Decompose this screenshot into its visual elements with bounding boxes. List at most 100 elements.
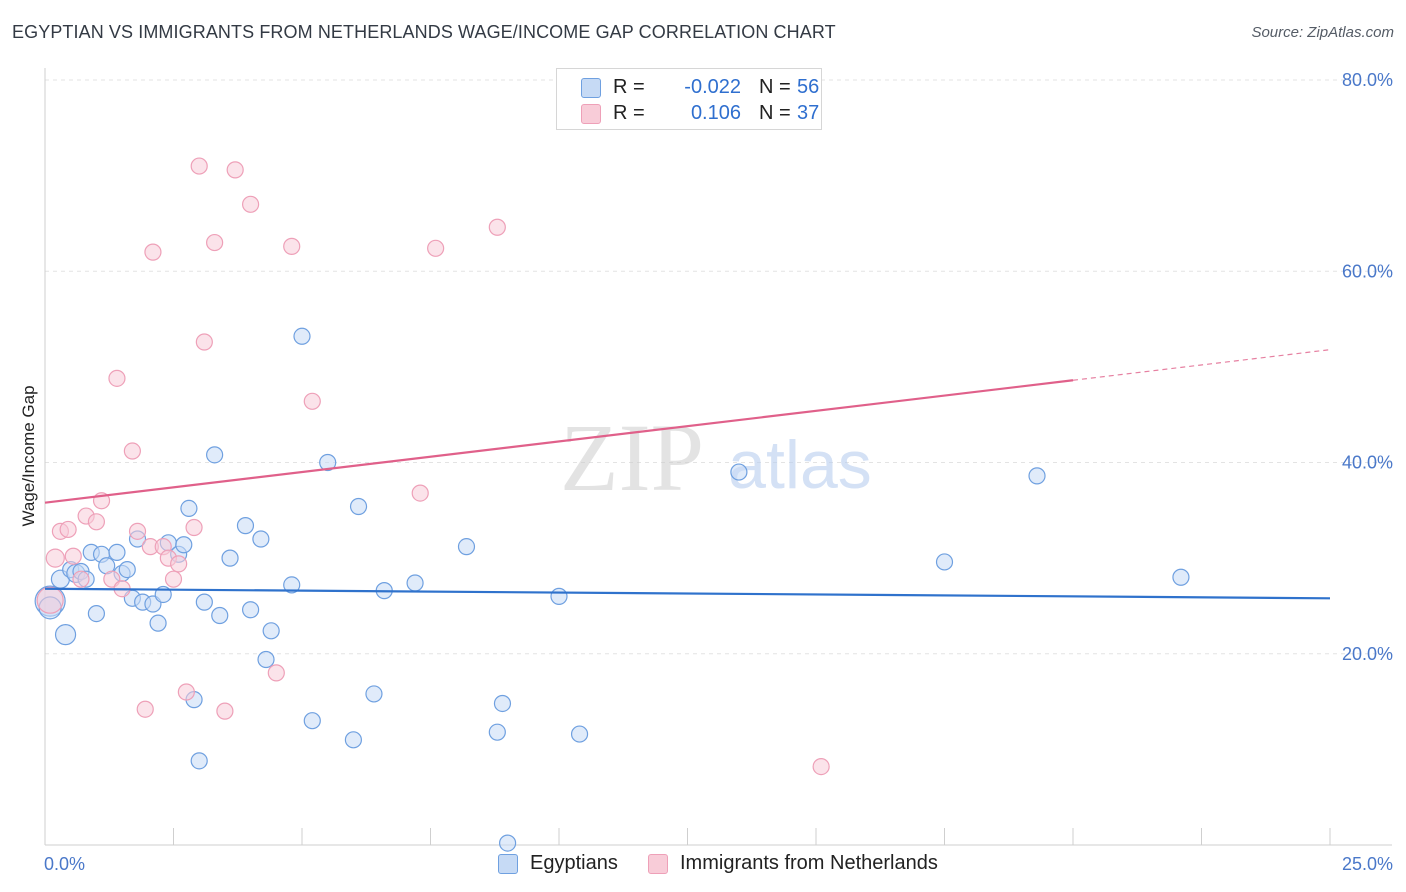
tick-labels: 20.0% 40.0% 60.0% 80.0% 0.0% 25.0% xyxy=(44,70,1393,874)
data-point xyxy=(128,522,147,540)
legend-swatch-egyptians xyxy=(581,78,601,98)
watermark-atlas: atlas xyxy=(728,427,872,503)
x-tick-label: 25.0% xyxy=(1342,854,1393,874)
data-point xyxy=(59,520,77,539)
y-tick-label: 80.0% xyxy=(1342,70,1393,90)
data-point xyxy=(175,536,193,554)
data-point xyxy=(406,574,424,592)
data-point xyxy=(349,497,368,516)
data-point xyxy=(935,553,954,571)
data-point xyxy=(36,586,64,614)
data-point xyxy=(108,543,126,561)
data-point xyxy=(185,518,203,537)
bottom-legend-swatch xyxy=(648,854,668,874)
trend-lines xyxy=(44,349,1331,600)
data-point xyxy=(54,624,77,646)
data-point xyxy=(365,685,383,703)
data-point xyxy=(257,650,275,669)
series-egyptians xyxy=(34,327,1190,852)
data-point xyxy=(812,757,830,776)
data-point xyxy=(144,243,162,261)
data-point xyxy=(242,195,260,213)
data-point xyxy=(195,333,213,351)
legend-n-label: N = xyxy=(759,76,791,98)
bottom-legend-label: Egyptians xyxy=(530,852,618,874)
bottom-legend-swatch xyxy=(498,854,518,874)
watermark-zip: ZIP xyxy=(560,404,704,511)
axes xyxy=(44,68,1392,846)
data-point xyxy=(293,327,311,345)
data-point xyxy=(457,538,476,556)
data-point xyxy=(344,731,362,749)
legend-r-label: R = xyxy=(613,76,645,98)
data-point xyxy=(87,513,106,531)
data-point xyxy=(493,694,512,713)
data-point xyxy=(195,593,213,611)
data-point xyxy=(1172,568,1190,586)
chart-title: EGYPTIAN VS IMMIGRANTS FROM NETHERLANDS … xyxy=(12,22,836,42)
bottom-legend-label: Immigrants from Netherlands xyxy=(680,852,938,874)
data-point xyxy=(118,560,136,579)
data-point xyxy=(123,442,141,460)
data-point xyxy=(45,548,65,568)
data-point xyxy=(190,752,208,770)
trend-line xyxy=(44,379,1074,504)
data-point xyxy=(149,614,167,632)
data-point xyxy=(136,700,154,718)
data-point xyxy=(108,369,126,387)
data-point xyxy=(303,712,321,730)
data-point xyxy=(303,392,321,410)
data-point xyxy=(177,683,195,701)
data-point xyxy=(411,484,429,502)
data-points xyxy=(34,157,1190,852)
data-point xyxy=(319,453,337,472)
data-point xyxy=(730,463,748,481)
data-point xyxy=(221,549,239,567)
legend-n-value: 56 xyxy=(797,76,820,98)
x-tick-label: 0.0% xyxy=(44,854,85,874)
data-point xyxy=(72,570,90,588)
data-point xyxy=(216,702,234,720)
data-point xyxy=(283,237,301,255)
data-point xyxy=(206,233,224,252)
data-point xyxy=(190,157,208,175)
data-point xyxy=(64,547,82,565)
stats-legend: R = -0.022 N = 56 R = 0.106 N = 37 xyxy=(556,68,822,130)
y-tick-label: 60.0% xyxy=(1342,261,1393,281)
data-point xyxy=(206,446,224,464)
data-point xyxy=(87,604,106,623)
watermark: ZIP atlas xyxy=(560,404,872,511)
y-tick-label: 20.0% xyxy=(1342,644,1393,664)
data-point xyxy=(262,622,280,640)
data-point xyxy=(226,161,244,179)
trend-line xyxy=(44,587,1331,600)
data-point xyxy=(488,723,506,741)
data-point xyxy=(180,499,198,517)
data-point xyxy=(252,530,270,548)
data-point xyxy=(550,587,568,605)
trend-line-extension xyxy=(1072,349,1331,381)
legend-n-value: 37 xyxy=(797,102,820,124)
data-point xyxy=(242,601,260,619)
data-point xyxy=(427,239,445,257)
legend-r-value: -0.022 xyxy=(684,76,741,98)
y-tick-label: 40.0% xyxy=(1342,453,1393,473)
data-point xyxy=(1028,467,1046,485)
data-point xyxy=(211,606,229,625)
legend-swatch-netherlands xyxy=(581,104,601,124)
data-point xyxy=(236,517,255,535)
data-point xyxy=(283,576,301,594)
source-label: Source: ZipAtlas.com xyxy=(1251,24,1394,41)
legend-r-label: R = xyxy=(613,102,645,124)
series-netherlands xyxy=(36,157,830,776)
data-point xyxy=(488,218,506,236)
data-point xyxy=(170,555,188,573)
y-axis-title: Wage/Income Gap xyxy=(19,385,38,526)
data-point xyxy=(499,834,517,852)
legend-r-value: 0.106 xyxy=(690,102,741,124)
data-point xyxy=(267,664,285,682)
data-point xyxy=(570,725,589,743)
legend-n-label: N = xyxy=(759,102,791,124)
data-point xyxy=(164,570,183,588)
